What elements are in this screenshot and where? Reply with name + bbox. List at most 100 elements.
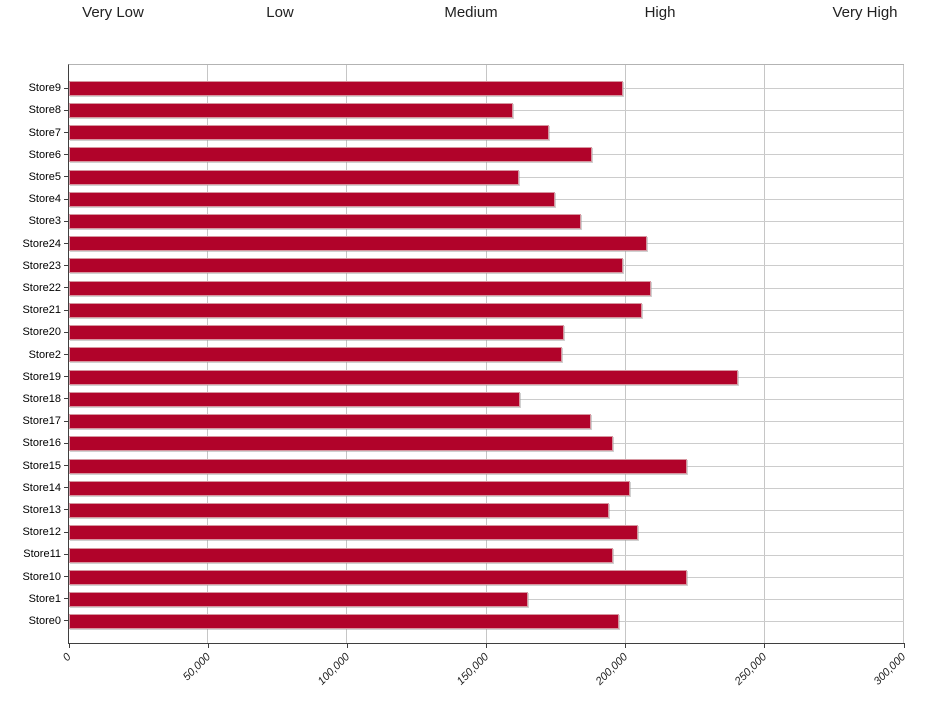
bar-row-store17 [69, 411, 904, 433]
x-tick-label-50000: 50,000 [180, 651, 213, 684]
y-label-store17: Store17 [22, 415, 61, 428]
bar-row-store1 [69, 588, 904, 610]
y-label-store21: Store21 [22, 304, 61, 317]
bar-store16 [69, 436, 614, 452]
y-tick-mark [64, 420, 68, 422]
y-label-row: Store11 [0, 543, 68, 565]
y-label-row: Store6 [0, 144, 68, 166]
bar-row-store13 [69, 499, 904, 521]
bar-rows [69, 65, 904, 643]
y-label-row: Store4 [0, 188, 68, 210]
y-label-row: Store1 [0, 588, 68, 610]
y-label-row: Store19 [0, 366, 68, 388]
y-axis-category-labels: Store9 Store8 Store7 Store6 Store5 Store4 Stor… [0, 65, 68, 642]
y-label-row: Store17 [0, 410, 68, 432]
bar-row-store12 [69, 522, 904, 544]
x-tick-mark-200000 [625, 643, 627, 648]
plot-area [68, 64, 904, 644]
bar-row-store22 [69, 277, 904, 299]
scale-label-very-high: Very High [832, 4, 898, 21]
y-label-store16: Store16 [22, 437, 61, 450]
bar-store2 [69, 347, 562, 363]
y-label-store1: Store1 [28, 592, 61, 605]
y-label-row: Store18 [0, 388, 68, 410]
y-label-row: Store15 [0, 454, 68, 476]
x-tick-label-100000: 100,000 [315, 651, 352, 688]
y-label-row: Store24 [0, 232, 68, 254]
bar-row-store6 [69, 144, 904, 166]
y-tick-mark [64, 309, 68, 311]
y-label-store18: Store18 [22, 392, 61, 405]
x-tick-label-150000: 150,000 [454, 651, 491, 688]
y-tick-mark [64, 376, 68, 378]
y-label-store22: Store22 [22, 281, 61, 294]
bar-store12 [69, 525, 639, 541]
bar-store3 [69, 214, 582, 230]
bar-row-store5 [69, 166, 904, 188]
scale-label-low: Low [266, 4, 294, 21]
y-label-row: Store2 [0, 343, 68, 365]
x-tick-mark-250000 [764, 643, 766, 648]
bar-store23 [69, 258, 623, 274]
y-tick-mark [64, 598, 68, 600]
y-label-store4: Store4 [28, 193, 61, 206]
bar-store20 [69, 325, 565, 341]
bar-row-store0 [69, 611, 904, 633]
bar-row-store3 [69, 210, 904, 232]
bar-row-store18 [69, 388, 904, 410]
bar-store11 [69, 547, 614, 563]
bar-store22 [69, 280, 651, 296]
y-tick-mark [64, 198, 68, 200]
bar-store4 [69, 191, 555, 207]
gridline-300000 [903, 65, 904, 643]
y-label-store7: Store7 [28, 126, 61, 139]
bar-row-store15 [69, 455, 904, 477]
y-tick-mark [64, 109, 68, 111]
x-tick-label-300000: 300,000 [871, 651, 909, 688]
y-tick-mark [64, 265, 68, 267]
x-tick-label-250000: 250,000 [732, 651, 770, 688]
y-label-row: Store14 [0, 477, 68, 499]
y-tick-mark [64, 442, 68, 444]
y-label-store20: Store20 [22, 326, 61, 339]
bar-store21 [69, 302, 643, 318]
bar-store8 [69, 102, 513, 118]
y-label-row: Store23 [0, 255, 68, 277]
y-tick-mark [64, 132, 68, 133]
bar-store24 [69, 236, 647, 252]
y-label-store15: Store15 [22, 459, 61, 472]
bar-row-store16 [69, 433, 904, 455]
y-label-row: Store10 [0, 565, 68, 587]
bar-store5 [69, 169, 519, 185]
y-tick-mark [64, 531, 68, 533]
bar-row-store4 [69, 188, 904, 210]
y-label-row: Store12 [0, 521, 68, 543]
y-label-row: Store21 [0, 299, 68, 321]
y-tick-mark [64, 398, 68, 400]
y-tick-mark [64, 487, 68, 489]
y-label-store9: Store9 [28, 82, 61, 95]
y-tick-mark [64, 220, 68, 222]
bar-store14 [69, 480, 630, 496]
bar-store19 [69, 369, 739, 385]
x-tick-label-200000: 200,000 [593, 651, 631, 688]
y-tick-mark [64, 154, 68, 156]
y-label-store5: Store5 [28, 170, 61, 183]
bar-row-store9 [69, 77, 904, 99]
y-label-store6: Store6 [28, 148, 61, 161]
x-tick-mark-150000 [486, 643, 487, 648]
bar-row-store14 [69, 477, 904, 499]
x-tick-mark-50000 [207, 643, 209, 648]
bar-store6 [69, 147, 593, 163]
bar-store9 [69, 80, 623, 96]
scale-label-medium: Medium [444, 4, 498, 21]
bar-row-store2 [69, 344, 904, 366]
y-tick-mark [64, 176, 68, 178]
bar-store17 [69, 414, 591, 430]
y-tick-mark [64, 243, 68, 245]
y-label-row: Store22 [0, 277, 68, 299]
bar-store7 [69, 125, 550, 141]
x-tick-mark-300000 [903, 643, 905, 648]
y-tick-mark [64, 509, 68, 511]
y-tick-mark [64, 87, 68, 89]
